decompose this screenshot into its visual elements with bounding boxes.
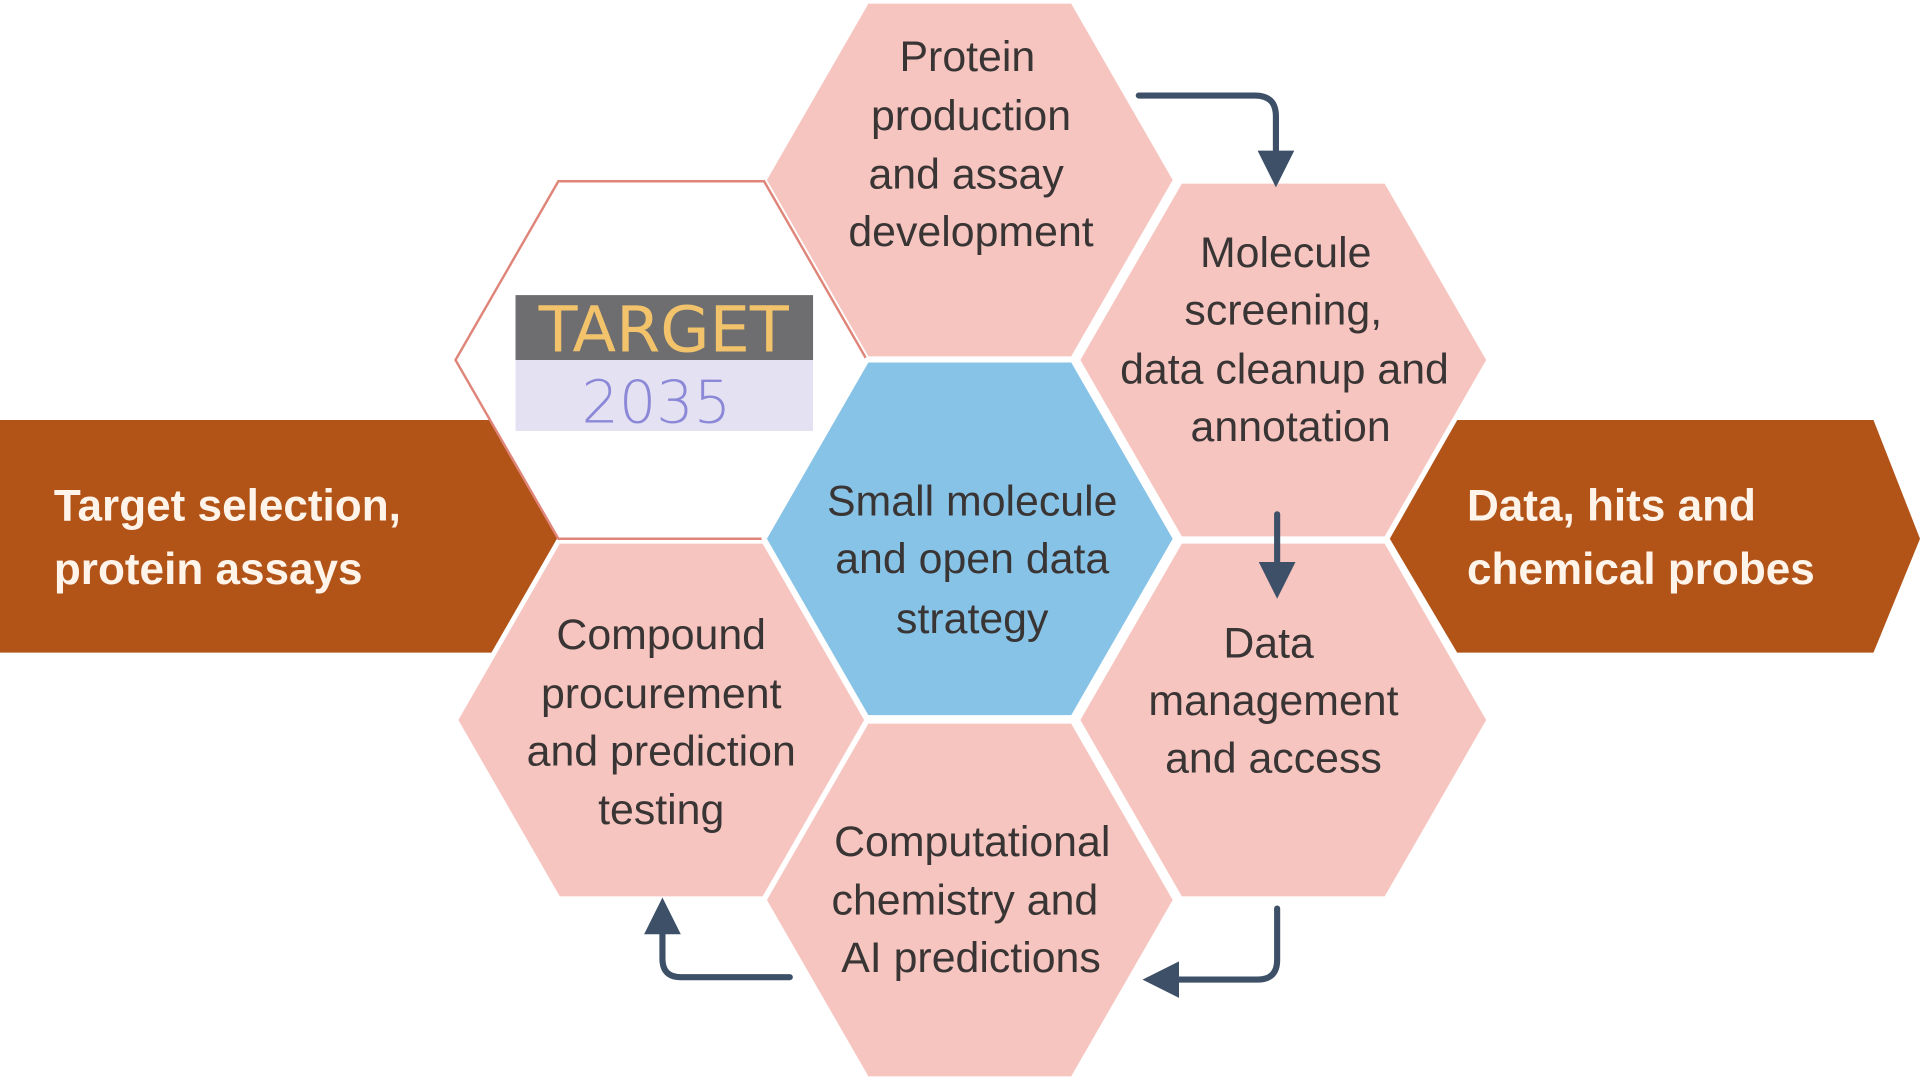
svg-text:Molecule: Molecule	[1200, 229, 1371, 277]
svg-text:and open data: and open data	[835, 535, 1109, 583]
svg-text:and assay: and assay	[868, 151, 1064, 199]
svg-text:data cleanup and: data cleanup and	[1120, 345, 1449, 393]
center-hex	[761, 357, 1179, 720]
left-band-line-2: protein assays	[54, 545, 363, 594]
left-band-line-1: Target selection,	[54, 481, 401, 530]
right-output-arrow	[1389, 420, 1920, 653]
svg-text:chemistry and: chemistry and	[832, 877, 1099, 925]
svg-text:testing: testing	[598, 786, 724, 834]
svg-text:Computational: Computational	[834, 818, 1110, 866]
arrow-protein-to-screening	[1135, 92, 1295, 188]
logo-year: 2035	[582, 367, 732, 436]
hex-management	[1074, 538, 1492, 902]
svg-text:screening,: screening,	[1184, 286, 1382, 334]
hex-compound-text: Compound procurement and prediction test…	[527, 611, 796, 834]
target-2035-logo: TARGET 2035	[515, 293, 814, 436]
svg-text:Protein: Protein	[899, 33, 1035, 81]
svg-text:and prediction: and prediction	[527, 727, 796, 775]
svg-text:development: development	[848, 208, 1093, 256]
svg-text:AI predictions: AI predictions	[841, 934, 1101, 982]
arrow-computational-to-compound	[644, 897, 793, 981]
svg-text:Compound: Compound	[556, 611, 766, 659]
svg-text:production: production	[871, 92, 1071, 140]
left-input-band	[0, 420, 558, 653]
logo-word: TARGET	[538, 293, 790, 367]
svg-text:procurement: procurement	[541, 670, 782, 718]
right-band-line-2: chemical probes	[1467, 545, 1815, 594]
svg-text:annotation: annotation	[1191, 403, 1391, 451]
svg-text:strategy: strategy	[896, 595, 1049, 643]
svg-text:Small molecule: Small molecule	[827, 478, 1118, 526]
svg-text:and access: and access	[1165, 735, 1382, 783]
hex-management-text: Data management and access	[1148, 620, 1398, 783]
right-band-line-1: Data, hits and	[1467, 481, 1756, 530]
svg-text:Data: Data	[1223, 620, 1314, 668]
hex-screening-text: Molecule screening, data cleanup and ann…	[1120, 229, 1449, 451]
hex-computational-text: Computational chemistry and AI predictio…	[832, 818, 1111, 982]
hex-protein-text: Protein production and assay development	[848, 33, 1093, 256]
center-hex-text: Small molecule and open data strategy	[827, 478, 1118, 644]
svg-text:management: management	[1148, 677, 1398, 725]
arrow-management-to-computational	[1142, 905, 1281, 998]
